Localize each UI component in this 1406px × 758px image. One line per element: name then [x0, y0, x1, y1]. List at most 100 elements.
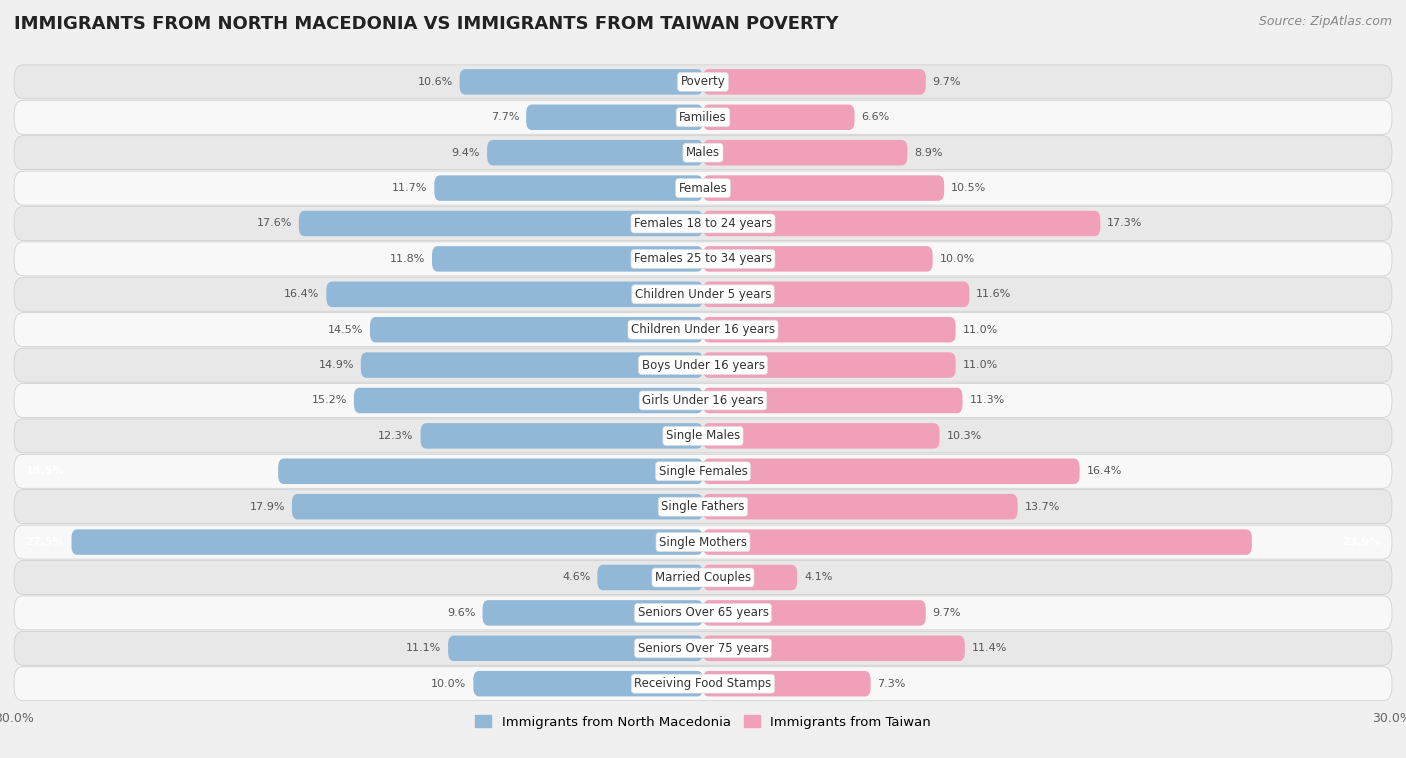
Text: Children Under 16 years: Children Under 16 years: [631, 323, 775, 337]
FancyBboxPatch shape: [449, 635, 703, 661]
Text: 11.6%: 11.6%: [976, 290, 1011, 299]
FancyBboxPatch shape: [703, 211, 1101, 236]
FancyBboxPatch shape: [703, 69, 925, 95]
Text: 17.3%: 17.3%: [1107, 218, 1143, 228]
Text: Source: ZipAtlas.com: Source: ZipAtlas.com: [1258, 15, 1392, 28]
Text: Girls Under 16 years: Girls Under 16 years: [643, 394, 763, 407]
FancyBboxPatch shape: [486, 140, 703, 165]
FancyBboxPatch shape: [703, 494, 1018, 519]
FancyBboxPatch shape: [14, 419, 1392, 453]
Text: Seniors Over 65 years: Seniors Over 65 years: [637, 606, 769, 619]
Text: 10.3%: 10.3%: [946, 431, 981, 441]
FancyBboxPatch shape: [14, 525, 1392, 559]
FancyBboxPatch shape: [434, 175, 703, 201]
Text: 17.6%: 17.6%: [256, 218, 292, 228]
Text: 13.7%: 13.7%: [1025, 502, 1060, 512]
Text: 14.5%: 14.5%: [328, 324, 363, 335]
Text: 10.6%: 10.6%: [418, 77, 453, 87]
FancyBboxPatch shape: [361, 352, 703, 377]
Text: 12.3%: 12.3%: [378, 431, 413, 441]
FancyBboxPatch shape: [703, 352, 956, 377]
Text: 8.9%: 8.9%: [914, 148, 943, 158]
FancyBboxPatch shape: [14, 206, 1392, 240]
Text: IMMIGRANTS FROM NORTH MACEDONIA VS IMMIGRANTS FROM TAIWAN POVERTY: IMMIGRANTS FROM NORTH MACEDONIA VS IMMIG…: [14, 15, 838, 33]
Text: 9.7%: 9.7%: [932, 77, 962, 87]
FancyBboxPatch shape: [703, 246, 932, 271]
FancyBboxPatch shape: [292, 494, 703, 519]
FancyBboxPatch shape: [703, 140, 907, 165]
Text: 11.1%: 11.1%: [406, 644, 441, 653]
Text: 11.7%: 11.7%: [392, 183, 427, 193]
FancyBboxPatch shape: [14, 65, 1392, 99]
Text: Single Females: Single Females: [658, 465, 748, 478]
FancyBboxPatch shape: [370, 317, 703, 343]
FancyBboxPatch shape: [703, 565, 797, 590]
FancyBboxPatch shape: [278, 459, 703, 484]
FancyBboxPatch shape: [703, 635, 965, 661]
Text: 18.5%: 18.5%: [25, 466, 65, 476]
Text: 6.6%: 6.6%: [862, 112, 890, 122]
Text: 11.0%: 11.0%: [963, 324, 998, 335]
Text: 11.4%: 11.4%: [972, 644, 1007, 653]
FancyBboxPatch shape: [703, 459, 1080, 484]
FancyBboxPatch shape: [703, 600, 925, 625]
FancyBboxPatch shape: [14, 384, 1392, 418]
FancyBboxPatch shape: [14, 596, 1392, 630]
Text: 23.9%: 23.9%: [1341, 537, 1381, 547]
Text: 9.6%: 9.6%: [447, 608, 475, 618]
FancyBboxPatch shape: [703, 175, 945, 201]
FancyBboxPatch shape: [420, 423, 703, 449]
FancyBboxPatch shape: [14, 313, 1392, 346]
FancyBboxPatch shape: [460, 69, 703, 95]
FancyBboxPatch shape: [14, 490, 1392, 524]
FancyBboxPatch shape: [326, 281, 703, 307]
Legend: Immigrants from North Macedonia, Immigrants from Taiwan: Immigrants from North Macedonia, Immigra…: [470, 709, 936, 734]
FancyBboxPatch shape: [703, 317, 956, 343]
Text: Single Males: Single Males: [666, 429, 740, 443]
FancyBboxPatch shape: [598, 565, 703, 590]
Text: 9.7%: 9.7%: [932, 608, 962, 618]
Text: Single Fathers: Single Fathers: [661, 500, 745, 513]
Text: Children Under 5 years: Children Under 5 years: [634, 288, 772, 301]
Text: Married Couples: Married Couples: [655, 571, 751, 584]
FancyBboxPatch shape: [354, 388, 703, 413]
FancyBboxPatch shape: [14, 348, 1392, 382]
Text: 9.4%: 9.4%: [451, 148, 481, 158]
FancyBboxPatch shape: [474, 671, 703, 697]
Text: 16.4%: 16.4%: [1087, 466, 1122, 476]
FancyBboxPatch shape: [703, 105, 855, 130]
FancyBboxPatch shape: [432, 246, 703, 271]
Text: 14.9%: 14.9%: [318, 360, 354, 370]
Text: Males: Males: [686, 146, 720, 159]
Text: 10.5%: 10.5%: [950, 183, 986, 193]
FancyBboxPatch shape: [526, 105, 703, 130]
Text: Boys Under 16 years: Boys Under 16 years: [641, 359, 765, 371]
Text: Females 18 to 24 years: Females 18 to 24 years: [634, 217, 772, 230]
Text: 11.8%: 11.8%: [389, 254, 425, 264]
FancyBboxPatch shape: [14, 277, 1392, 312]
Text: Receiving Food Stamps: Receiving Food Stamps: [634, 677, 772, 691]
Text: Seniors Over 75 years: Seniors Over 75 years: [637, 642, 769, 655]
FancyBboxPatch shape: [703, 671, 870, 697]
Text: 15.2%: 15.2%: [312, 396, 347, 406]
Text: 10.0%: 10.0%: [432, 678, 467, 689]
FancyBboxPatch shape: [14, 242, 1392, 276]
FancyBboxPatch shape: [299, 211, 703, 236]
FancyBboxPatch shape: [14, 631, 1392, 666]
FancyBboxPatch shape: [703, 281, 969, 307]
FancyBboxPatch shape: [72, 529, 703, 555]
FancyBboxPatch shape: [14, 454, 1392, 488]
Text: 27.5%: 27.5%: [25, 537, 65, 547]
FancyBboxPatch shape: [14, 667, 1392, 700]
FancyBboxPatch shape: [14, 560, 1392, 594]
FancyBboxPatch shape: [703, 423, 939, 449]
Text: 4.6%: 4.6%: [562, 572, 591, 582]
Text: 16.4%: 16.4%: [284, 290, 319, 299]
Text: Single Mothers: Single Mothers: [659, 536, 747, 549]
FancyBboxPatch shape: [703, 388, 963, 413]
Text: 11.0%: 11.0%: [963, 360, 998, 370]
Text: 4.1%: 4.1%: [804, 572, 832, 582]
Text: 17.9%: 17.9%: [249, 502, 285, 512]
Text: 7.7%: 7.7%: [491, 112, 519, 122]
FancyBboxPatch shape: [14, 136, 1392, 170]
